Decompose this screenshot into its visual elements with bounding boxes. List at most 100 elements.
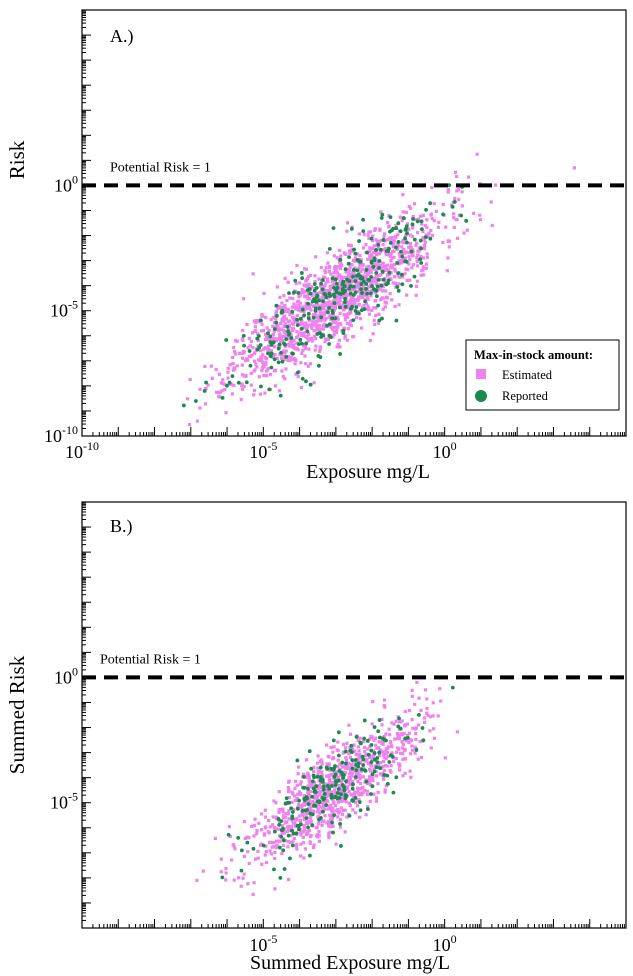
point-reported bbox=[324, 765, 329, 770]
point-estimated bbox=[260, 314, 265, 318]
point-reported bbox=[358, 259, 363, 264]
y-axis-label: Summed Risk bbox=[5, 655, 29, 774]
point-estimated bbox=[309, 785, 314, 789]
point-reported bbox=[204, 380, 209, 385]
point-estimated bbox=[342, 765, 346, 769]
point-estimated bbox=[280, 824, 285, 828]
point-estimated bbox=[227, 825, 231, 829]
point-estimated bbox=[310, 782, 314, 786]
point-reported bbox=[360, 754, 365, 759]
point-reported bbox=[317, 800, 322, 805]
point-estimated bbox=[383, 790, 387, 794]
point-estimated bbox=[253, 857, 258, 861]
point-reported bbox=[327, 342, 332, 346]
point-estimated bbox=[390, 266, 395, 270]
point-reported bbox=[348, 748, 353, 753]
point-estimated bbox=[410, 234, 415, 239]
point-estimated bbox=[288, 319, 292, 323]
point-estimated bbox=[397, 303, 401, 307]
point-reported bbox=[306, 802, 311, 806]
point-estimated bbox=[359, 269, 363, 274]
point-estimated bbox=[411, 726, 415, 730]
point-estimated bbox=[326, 790, 330, 794]
point-estimated bbox=[300, 333, 304, 337]
point-estimated bbox=[371, 332, 375, 336]
point-estimated bbox=[303, 345, 307, 349]
point-estimated bbox=[372, 792, 376, 796]
point-estimated bbox=[378, 761, 383, 765]
point-estimated bbox=[293, 362, 297, 366]
point-estimated bbox=[283, 377, 287, 381]
point-estimated bbox=[329, 818, 333, 822]
point-estimated bbox=[385, 764, 389, 768]
point-reported bbox=[420, 227, 424, 232]
point-estimated bbox=[364, 274, 368, 279]
point-estimated bbox=[345, 221, 350, 225]
point-estimated bbox=[321, 305, 326, 309]
point-reported bbox=[452, 199, 457, 204]
point-reported bbox=[424, 207, 428, 212]
point-reported bbox=[290, 816, 295, 821]
point-estimated bbox=[253, 329, 258, 333]
point-estimated bbox=[328, 779, 332, 784]
point-estimated bbox=[405, 722, 410, 726]
point-reported bbox=[319, 816, 323, 820]
point-estimated bbox=[369, 764, 373, 768]
point-estimated bbox=[408, 769, 412, 773]
point-estimated bbox=[376, 245, 381, 249]
point-estimated bbox=[358, 773, 362, 777]
point-estimated bbox=[263, 332, 268, 336]
point-estimated bbox=[232, 383, 236, 387]
point-reported bbox=[282, 341, 286, 346]
point-reported bbox=[377, 259, 382, 263]
point-estimated bbox=[220, 389, 224, 393]
point-estimated bbox=[235, 339, 239, 343]
point-estimated bbox=[411, 263, 416, 267]
point-reported bbox=[401, 216, 406, 220]
point-estimated bbox=[361, 775, 365, 779]
point-reported bbox=[374, 248, 378, 252]
point-estimated bbox=[286, 354, 290, 359]
point-reported bbox=[308, 382, 313, 387]
point-estimated bbox=[356, 275, 360, 280]
x-tick-label: 100 bbox=[433, 932, 457, 955]
point-estimated bbox=[374, 774, 379, 778]
point-reported bbox=[287, 332, 291, 337]
point-reported bbox=[419, 219, 424, 224]
point-reported bbox=[300, 276, 305, 281]
point-reported bbox=[358, 808, 363, 813]
point-estimated bbox=[361, 790, 365, 794]
point-estimated bbox=[403, 256, 407, 260]
point-estimated bbox=[302, 331, 307, 335]
point-estimated bbox=[266, 830, 270, 834]
point-estimated bbox=[231, 843, 235, 847]
point-reported bbox=[343, 296, 348, 301]
point-estimated bbox=[286, 845, 290, 849]
point-estimated bbox=[447, 245, 451, 249]
point-estimated bbox=[371, 278, 375, 282]
point-estimated bbox=[341, 742, 346, 746]
point-estimated bbox=[347, 304, 351, 308]
point-reported bbox=[330, 276, 335, 281]
point-estimated bbox=[281, 836, 285, 841]
point-estimated bbox=[324, 270, 328, 274]
point-estimated bbox=[260, 366, 265, 370]
point-reported bbox=[281, 826, 285, 831]
point-reported bbox=[377, 318, 382, 323]
point-reported bbox=[388, 215, 393, 220]
point-reported bbox=[365, 807, 370, 811]
point-reported bbox=[266, 331, 270, 336]
point-estimated bbox=[299, 361, 303, 365]
point-reported bbox=[333, 779, 338, 783]
point-reported bbox=[385, 773, 390, 778]
point-estimated bbox=[275, 285, 279, 289]
point-estimated bbox=[323, 814, 327, 818]
point-estimated bbox=[327, 300, 331, 304]
point-reported bbox=[239, 868, 244, 873]
point-estimated bbox=[362, 232, 366, 237]
point-estimated bbox=[381, 243, 385, 247]
point-estimated bbox=[349, 763, 353, 767]
point-estimated bbox=[262, 373, 266, 378]
point-estimated bbox=[259, 828, 264, 832]
point-estimated bbox=[332, 254, 336, 258]
